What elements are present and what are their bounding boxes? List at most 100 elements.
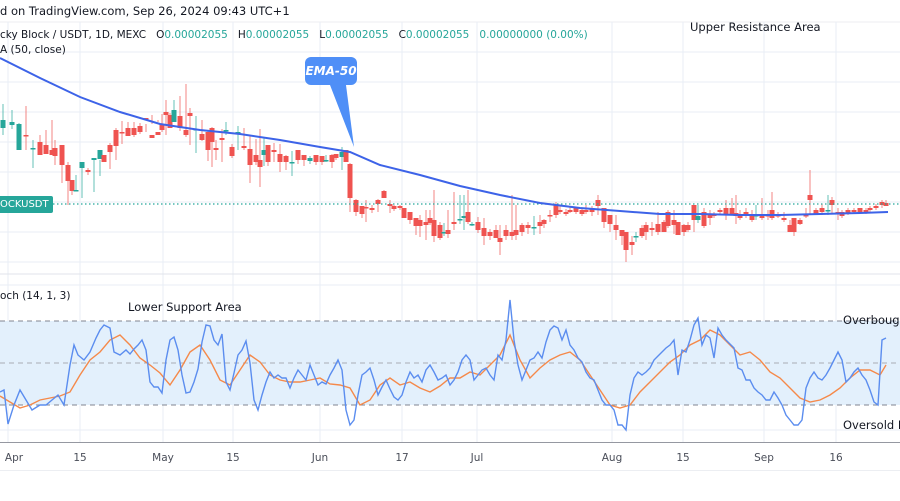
x-tick-label: 15 [226,452,240,464]
close-value: 0.00002055 [405,29,470,41]
oversold-annotation: Oversold R [843,418,900,432]
candle-body [333,154,339,158]
candle-body [353,200,359,212]
candle-body [803,215,809,217]
candle-body [445,230,451,234]
candle-body [167,115,173,128]
candle-body [525,225,531,228]
candle-body [825,210,831,212]
candle-body [423,222,429,225]
candle-body [701,212,707,226]
candle-body [137,126,143,132]
candle-body [257,160,263,167]
candle-body [391,206,397,209]
candle-body [9,122,15,125]
candle-body [307,158,313,161]
candle-body [537,222,543,226]
candle-body [417,220,423,226]
x-tick-label: May [152,452,174,464]
candle-body [261,150,267,155]
candle-body [451,222,457,224]
x-tick-label: Jul [470,452,484,464]
candle-body [79,162,85,168]
candle-body [497,238,503,242]
upper-resistance-annotation: Upper Resistance Area [690,20,821,34]
candle-body [759,215,765,218]
candle-body [797,220,803,224]
candle-body [589,208,595,212]
candle-body [59,145,65,165]
candle-body [791,218,797,232]
candle-body [567,210,573,212]
candle-body [107,145,113,152]
candle-body [695,216,701,220]
candle-body [457,219,463,221]
change-value: 0.00000000 (0.00%) [479,29,588,41]
candle-body [607,215,613,224]
x-tick-label: Jun [311,452,329,464]
x-tick-label: 15 [676,452,690,464]
candle-body [313,155,319,162]
candle-body [573,208,579,212]
candle-body [619,230,625,236]
candle-body [629,242,635,245]
candle-body [375,200,381,204]
candle-body [119,132,125,134]
candle-body [441,232,447,234]
candle-body [829,200,835,205]
candle-body [155,132,161,135]
candle-body [229,147,235,156]
candle-body [583,210,589,212]
stoch-indicator-label[interactable]: och (14, 1, 3) [0,290,71,302]
candle-body [437,225,443,238]
low-value: 0.00002055 [325,29,389,41]
candle-body [723,208,729,214]
x-tick-label: 17 [395,452,409,464]
candle-body [481,228,487,236]
candle-body [149,135,155,138]
candle-body [16,124,22,150]
candle-body [343,150,349,162]
low-label: L [319,29,326,41]
candle-body [65,165,71,181]
candle-body [671,220,677,225]
candle-body [213,148,219,150]
ema-indicator-label[interactable]: A (50, close) [0,44,66,56]
candle-body [623,232,629,250]
x-tick-label: 15 [73,452,87,464]
bottom-strip [0,470,900,501]
candle-body [101,155,107,162]
candle-body [707,215,713,218]
candle-body [37,142,43,155]
candle-body [43,145,49,154]
open-label: O [156,29,165,41]
candle-body [323,160,329,162]
candle-body [301,155,307,160]
candle-body [781,218,787,220]
tradingview-credit: d on TradingView.com, Sep 26, 2024 09:43… [0,4,290,18]
candle-body [675,222,681,235]
open-value: 0.00002055 [164,29,228,41]
candle-body [69,180,75,191]
candle-body [159,124,165,130]
overbought-annotation: Overbough [843,313,900,327]
candle-body [851,210,857,212]
candle-body [813,210,819,214]
candle-body [613,225,619,230]
time-axis[interactable]: Apr 15 May 15 Jun 17 Jul Aug 15 Sep 16 [0,442,900,471]
candle-body [347,164,353,198]
candle-body [91,158,97,160]
candle-body [513,230,519,235]
close-label: C [398,29,406,41]
candle-body [633,236,639,238]
candle-body [219,138,225,140]
candle-body [519,225,525,232]
candle-body [557,210,563,212]
candle-body [427,218,433,223]
x-tick-label: Sep [754,452,774,464]
candle-body [329,155,335,162]
high-label: H [237,29,246,41]
candle-body [601,208,607,222]
candle-body [283,156,289,162]
